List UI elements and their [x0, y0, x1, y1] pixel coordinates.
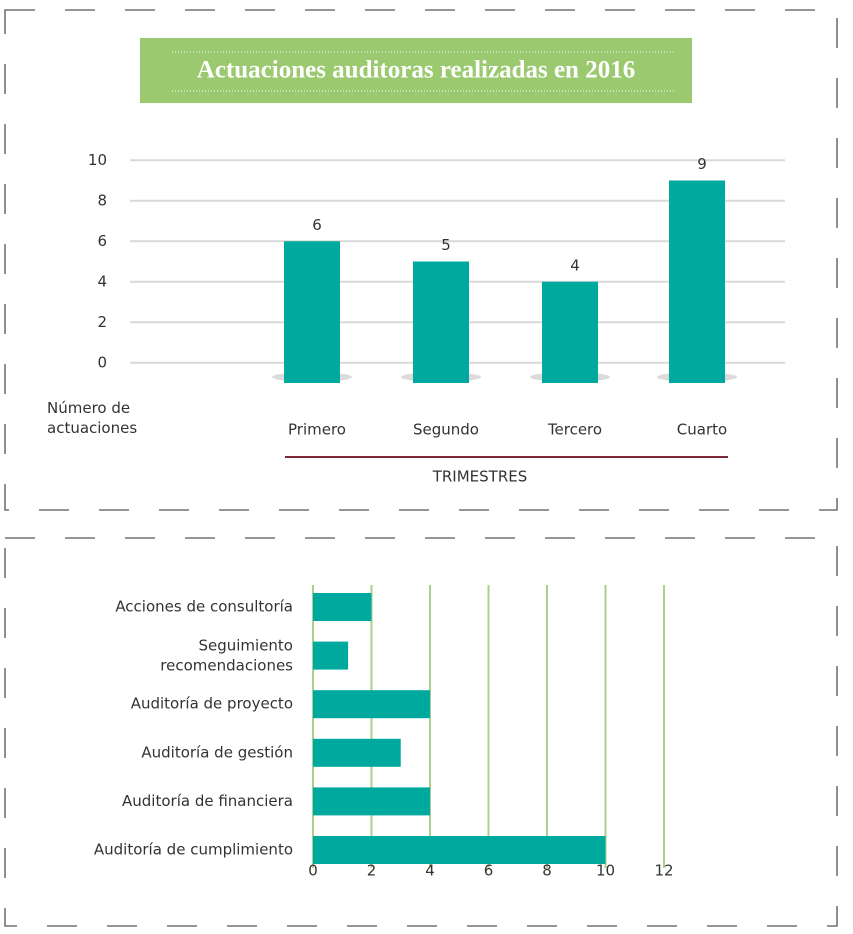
y-tick-label: Seguimiento recomendaciones [160, 636, 293, 674]
x-tick-label: 4 [425, 862, 435, 880]
bar [669, 180, 725, 383]
value-label: 6 [312, 216, 322, 234]
bar [413, 261, 469, 383]
x-tick-label: 8 [542, 862, 552, 880]
y-tick-label: 2 [97, 313, 107, 331]
x-tick-label: Segundo [413, 421, 479, 439]
x-tick-label: 12 [654, 862, 673, 880]
y-tick-label: Auditoría de cumplimiento [94, 841, 293, 859]
frame [4, 9, 838, 511]
bar [313, 738, 401, 767]
value-label: 5 [441, 236, 451, 254]
y-tick-label: 0 [97, 353, 107, 371]
value-label: 9 [697, 155, 707, 173]
bar [313, 690, 430, 719]
x-tick-label: Cuarto [677, 421, 727, 439]
chart-title: Actuaciones auditoras realizadas en 2016 [197, 57, 635, 84]
bar [542, 281, 598, 383]
x-tick-label: 0 [308, 862, 318, 880]
y-tick-label: 10 [88, 151, 107, 169]
bar [313, 641, 349, 670]
bar [313, 593, 372, 621]
x-tick-label: 10 [596, 862, 615, 880]
y-tick-label: Auditoría de financiera [122, 792, 293, 810]
value-label: 4 [570, 256, 580, 274]
y-tick-label: 4 [97, 272, 107, 290]
x-tick-label: 6 [484, 862, 494, 880]
bar [313, 787, 430, 816]
bar [313, 836, 606, 864]
bar [284, 241, 340, 383]
frame [4, 537, 838, 927]
y-tick-label: Auditoría de gestión [141, 743, 293, 761]
y-tick-label: Acciones de consultoría [115, 598, 293, 616]
x-tick-label: Primero [288, 421, 346, 439]
title-banner [140, 38, 692, 103]
y-tick-label: 6 [97, 232, 107, 250]
y-tick-label: Auditoría de proyecto [131, 695, 293, 713]
y-tick-label: 8 [97, 191, 107, 209]
x-tick-label: 2 [367, 862, 377, 880]
x-tick-label: Tercero [547, 421, 602, 439]
y-axis-label: Número de actuaciones [47, 399, 137, 437]
x-axis-label: TRIMESTRES [432, 468, 528, 486]
